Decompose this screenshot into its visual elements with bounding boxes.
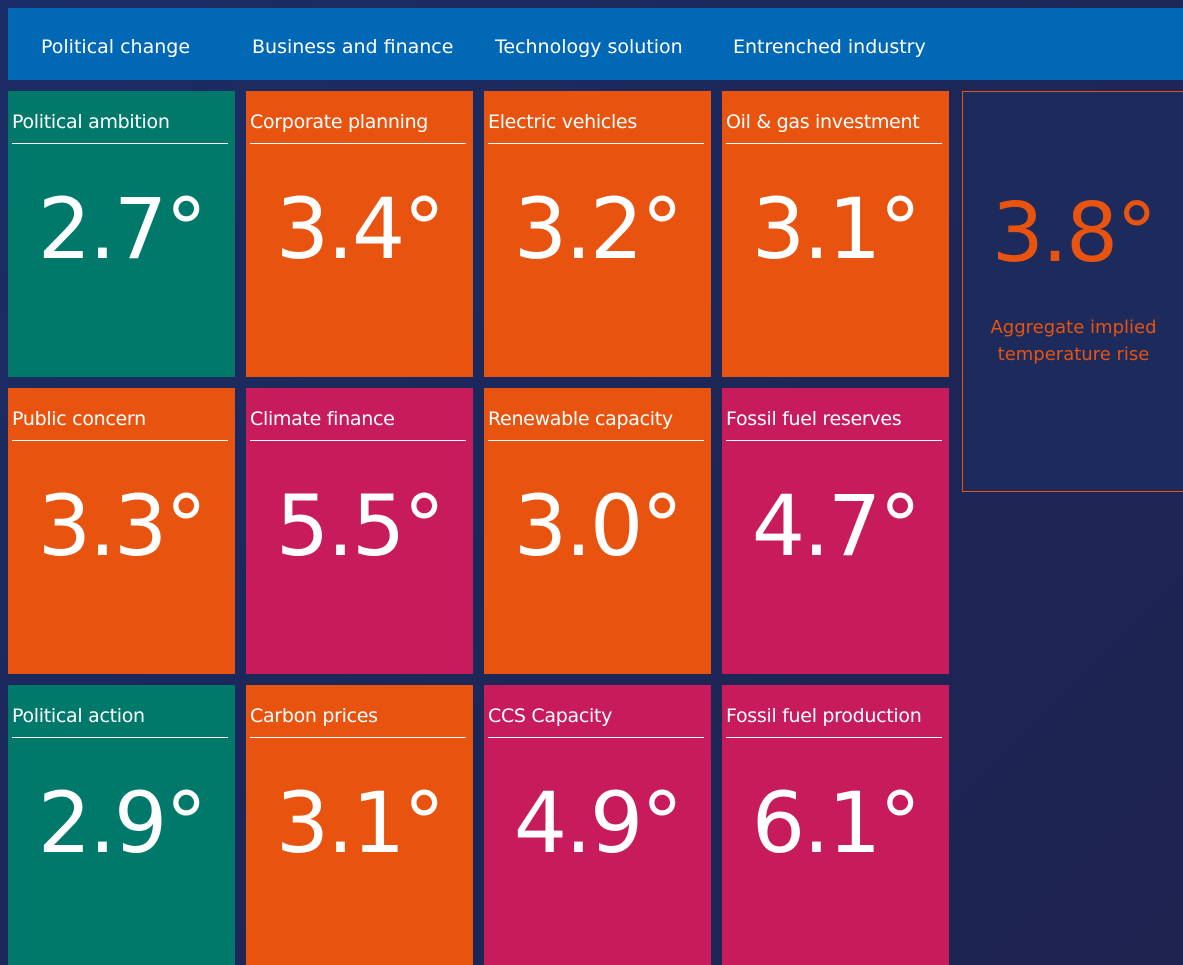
- tile: Fossil fuel reserves 4.7°: [722, 388, 949, 674]
- tile-value: 3.4°: [275, 180, 446, 278]
- tile: Fossil fuel production 6.1°: [722, 685, 949, 965]
- tile: Carbon prices 3.1°: [246, 685, 473, 965]
- tile-value: 3.2°: [513, 180, 684, 278]
- header-bar: Political change Business and finance Tech…: [8, 8, 1183, 80]
- tile-rule: [488, 440, 704, 441]
- tile-value: 6.1°: [751, 774, 922, 872]
- tile-title: Fossil fuel reserves: [726, 408, 902, 430]
- tile-rule: [726, 143, 942, 144]
- tile-title: Climate finance: [250, 408, 395, 430]
- tile-rule: [488, 143, 704, 144]
- tile-title: CCS Capacity: [488, 705, 613, 727]
- tile-title: Fossil fuel production: [726, 705, 922, 727]
- tile-title: Political action: [12, 705, 145, 727]
- tile-value: 3.0°: [513, 477, 684, 575]
- header-label: Entrenched industry: [733, 36, 926, 58]
- tile-rule: [488, 737, 704, 738]
- tile-rule: [12, 143, 228, 144]
- tile: Oil & gas investment 3.1°: [722, 91, 949, 377]
- tile-value: 3.3°: [37, 477, 208, 575]
- tile-rule: [12, 737, 228, 738]
- tile: Climate finance 5.5°: [246, 388, 473, 674]
- tile-rule: [250, 737, 466, 738]
- header-label: Business and finance: [252, 36, 454, 58]
- tile-title: Public concern: [12, 408, 146, 430]
- tile-rule: [250, 143, 466, 144]
- tile: Political action 2.9°: [8, 685, 235, 965]
- aggregate-box: 3.8° Aggregate implied temperature rise: [962, 91, 1183, 492]
- tile: Renewable capacity 3.0°: [484, 388, 711, 674]
- tile-title: Carbon prices: [250, 705, 378, 727]
- tile-title: Oil & gas investment: [726, 111, 920, 133]
- tile-title: Renewable capacity: [488, 408, 673, 430]
- aggregate-label: Aggregate implied temperature rise: [990, 317, 1157, 365]
- tile: Corporate planning 3.4°: [246, 91, 473, 377]
- tile: Political ambition 2.7°: [8, 91, 235, 377]
- aggregate-value: 3.8°: [991, 186, 1157, 281]
- tile-title: Corporate planning: [250, 111, 429, 133]
- tile-title: Political ambition: [12, 111, 170, 133]
- tile-value: 4.9°: [513, 774, 684, 872]
- tile-value: 5.5°: [275, 477, 446, 575]
- header-label: Political change: [41, 36, 191, 58]
- header-label: Technology solution: [495, 36, 683, 58]
- tile-value: 2.7°: [37, 180, 208, 278]
- tile-rule: [12, 440, 228, 441]
- tile: Public concern 3.3°: [8, 388, 235, 674]
- tile: Electric vehicles 3.2°: [484, 91, 711, 377]
- tile: CCS Capacity 4.9°: [484, 685, 711, 965]
- tile-value: 3.1°: [275, 774, 446, 872]
- tile-value: 4.7°: [751, 477, 922, 575]
- tile-rule: [726, 737, 942, 738]
- tile-title: Electric vehicles: [488, 111, 637, 133]
- tile-value: 3.1°: [751, 180, 922, 278]
- tile-value: 2.9°: [37, 774, 208, 872]
- tile-rule: [726, 440, 942, 441]
- tile-rule: [250, 440, 466, 441]
